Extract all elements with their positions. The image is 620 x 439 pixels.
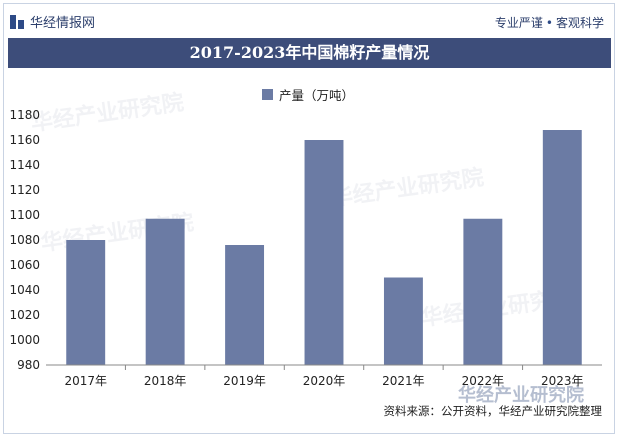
y-axis: 980 1000 1020 1040 1060 1080 1100 1120 1140 1160 1… bbox=[9, 108, 40, 372]
legend-swatch bbox=[262, 89, 273, 100]
header-bar: 华经情报网 专业严谨 • 客观科学 bbox=[10, 8, 610, 36]
y-tick-label: 1020 bbox=[9, 308, 40, 322]
bar-series bbox=[66, 130, 582, 366]
chart-title: 2017-2023年中国棉籽产量情况 bbox=[8, 38, 611, 68]
brand[interactable]: 华经情报网 bbox=[10, 12, 95, 31]
brand-name: 华经情报网 bbox=[30, 16, 96, 31]
bar-2023年[interactable] bbox=[542, 130, 582, 365]
x-tick-label: 2020年 bbox=[303, 374, 346, 388]
source-note: 资料来源：公开资料，华经产业研究院整理 bbox=[383, 404, 603, 418]
slogan-left: 专业严谨 bbox=[494, 16, 543, 30]
slogan-separator: • bbox=[545, 16, 553, 30]
y-tick-label: 1000 bbox=[9, 333, 40, 347]
y-tick-label: 1160 bbox=[9, 133, 40, 147]
watermark-corner: 华经产业研究院 bbox=[458, 385, 584, 406]
y-tick-label: 1120 bbox=[9, 183, 40, 197]
brand-logo-icon bbox=[10, 14, 24, 29]
bar-2017年[interactable] bbox=[66, 240, 106, 365]
y-tick-label: 1040 bbox=[9, 283, 40, 297]
chart-legend: 产量（万吨） bbox=[262, 85, 354, 104]
bar-2019年[interactable] bbox=[225, 245, 265, 365]
y-tick-label: 1180 bbox=[9, 108, 40, 122]
bar-2020年[interactable] bbox=[304, 140, 344, 365]
slogan-right: 客观科学 bbox=[555, 16, 604, 30]
x-axis: 2017年 2018年 2019年 2020年 2021年 2022年 2023年 bbox=[46, 364, 602, 388]
chart-frame bbox=[3, 3, 615, 434]
bar-2018年[interactable] bbox=[145, 218, 185, 365]
x-tick-label: 2023年 bbox=[541, 374, 584, 388]
x-tick-label: 2017年 bbox=[64, 374, 107, 388]
y-tick-label: 1080 bbox=[9, 233, 40, 247]
y-tick-label: 1060 bbox=[9, 258, 40, 272]
y-tick-label: 1140 bbox=[9, 158, 40, 172]
bar-2022年[interactable] bbox=[463, 218, 503, 365]
x-tick-label: 2022年 bbox=[462, 374, 505, 388]
y-tick-label: 980 bbox=[17, 358, 40, 372]
x-tick-label: 2018年 bbox=[144, 374, 187, 388]
slogan: 专业严谨 • 客观科学 bbox=[495, 14, 604, 31]
bar-2021年[interactable] bbox=[383, 277, 423, 366]
x-tick-label: 2021年 bbox=[382, 374, 425, 388]
x-tick-label: 2019年 bbox=[223, 374, 266, 388]
y-tick-label: 1100 bbox=[9, 208, 40, 222]
legend-label: 产量（万吨） bbox=[279, 88, 355, 103]
